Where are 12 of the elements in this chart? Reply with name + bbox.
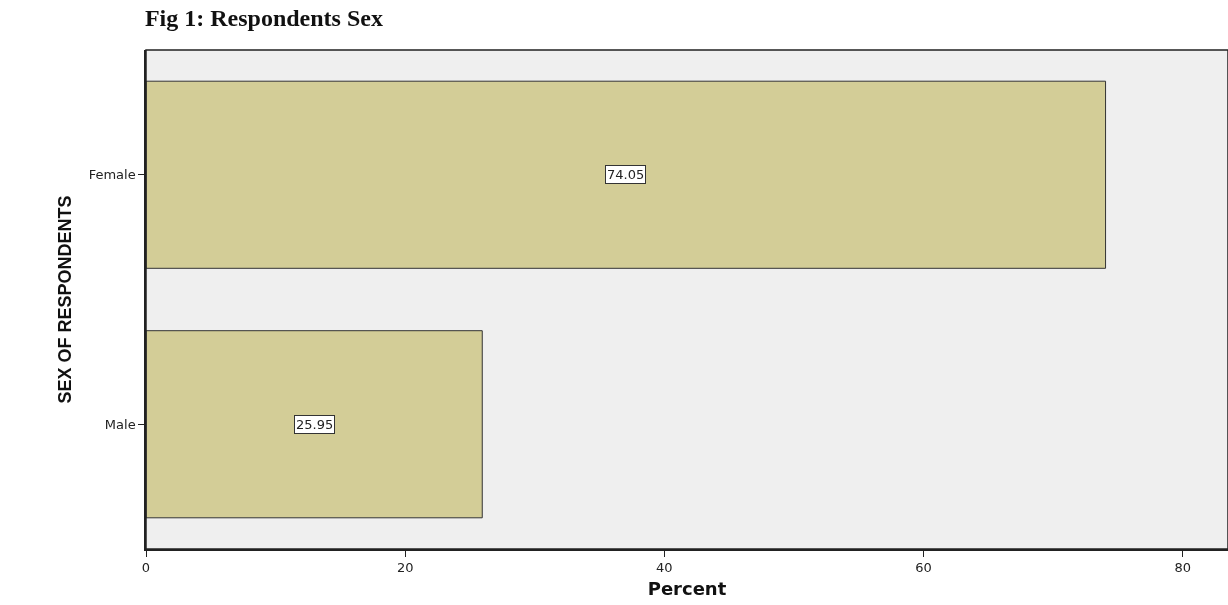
data-label: 25.95 [296,417,334,432]
data-label: 74.05 [607,167,645,182]
chart-title: Fig 1: Respondents Sex [144,4,383,31]
x-tick-label: 0 [141,560,151,576]
x-tick-label: 40 [656,560,673,576]
x-axis-title: Percent [647,577,727,599]
x-tick-label: 80 [1174,560,1191,576]
y-tick-label: Female [88,167,136,183]
x-tick-label: 20 [396,560,414,576]
y-axis-title: SEX OF RESPONDENTS [55,195,76,404]
y-tick-label: Male [104,416,136,432]
x-tick-label: 60 [915,560,932,576]
